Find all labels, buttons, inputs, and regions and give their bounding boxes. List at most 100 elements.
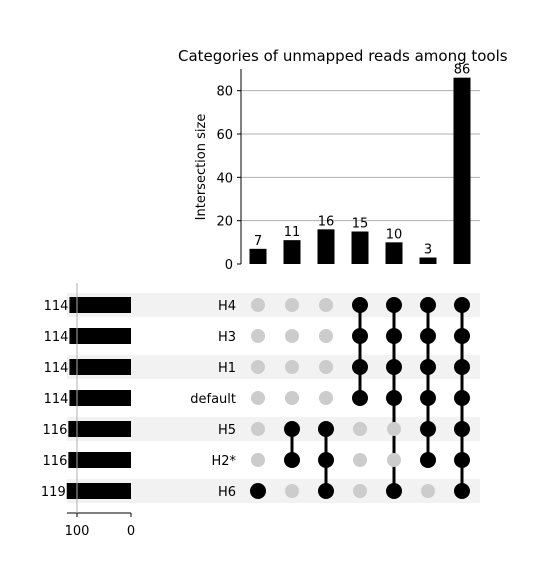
intersection-bars [249,77,471,265]
set-label: H1 [218,361,236,376]
matrix-dot-active [284,452,300,468]
intersection-bar [317,229,335,264]
set-size-bar [69,297,131,313]
matrix-dot-active [386,297,402,313]
matrix-dot-active [420,421,436,437]
set-size-tick-label: 100 [65,524,90,539]
matrix-dot-inactive [285,360,299,374]
set-size-bar [68,421,131,437]
intersection-bar [283,240,301,264]
intersection-bar [419,257,437,264]
set-size-label: 114 [44,330,69,345]
intersection-bar [351,231,369,264]
set-labels: H4 H3 H1 default H5 H2* H6 [190,299,236,500]
chart-title: Categories of unmapped reads among tools [178,47,508,65]
matrix-dot-inactive [251,298,265,312]
matrix-dot-active [386,390,402,406]
set-size-label: 114 [44,392,69,407]
matrix-dot-inactive [251,360,265,374]
set-size-bars: 114 114 114 114 116 116 119 [41,297,131,500]
matrix-dot-inactive [251,329,265,343]
matrix-dot-active [352,359,368,375]
set-size-bar [66,483,131,499]
set-size-bar [69,390,131,406]
set-label: H4 [218,299,236,314]
matrix-dot-active [386,483,402,499]
matrix-dot-active [420,328,436,344]
matrix-dot-inactive [285,391,299,405]
matrix-dot-active [454,359,470,375]
matrix-dot-inactive [387,422,401,436]
intersection-value-label: 7 [254,234,262,249]
y-tick-label: 40 [216,171,233,186]
y-tick-label: 60 [216,128,233,143]
intersection-bar [453,77,471,265]
matrix-dot-active [386,328,402,344]
matrix-dot-active [284,421,300,437]
set-label: default [190,392,236,407]
set-size-axis: 100 0 [65,283,135,539]
matrix-dot-active [454,483,470,499]
row-shading [67,293,480,503]
set-label: H3 [218,330,236,345]
matrix-dot-active [454,390,470,406]
intersection-value-label: 86 [454,63,471,78]
matrix-dot-active [420,390,436,406]
intersection-bar [249,248,267,264]
matrix-dot-active [454,297,470,313]
matrix-dot-active [318,421,334,437]
matrix-dot-inactive [421,484,435,498]
matrix-dot-active [386,359,402,375]
matrix-dot-inactive [251,453,265,467]
set-label: H5 [218,423,236,438]
set-size-bar [69,359,131,375]
set-label: H6 [218,485,236,500]
matrix-dot-active [352,297,368,313]
intersection-bar-labels: 7 11 16 15 10 3 86 [254,63,470,258]
set-size-label: 119 [41,485,66,500]
intersection-value-label: 10 [386,227,403,242]
matrix-dot-active [420,297,436,313]
intersection-value-label: 16 [318,214,335,229]
matrix-dot-active [318,452,334,468]
row-shade [67,479,480,503]
matrix-dot-inactive [285,329,299,343]
y-tick-label: 20 [216,215,233,230]
matrix-dot-inactive [319,329,333,343]
matrix-dot-inactive [387,453,401,467]
row-shade [67,417,480,441]
set-size-label: 116 [43,454,68,469]
matrix-dot-inactive [251,422,265,436]
intersection-matrix [250,297,470,499]
intersection-value-label: 3 [424,243,432,258]
matrix-dot-inactive [251,391,265,405]
set-size-label: 114 [44,299,69,314]
matrix-dot-active [352,390,368,406]
matrix-dot-inactive [285,484,299,498]
set-size-label: 116 [43,423,68,438]
matrix-dot-active [318,483,334,499]
y-axis-label: Intersection size [194,114,209,221]
intersection-value-label: 11 [284,225,301,240]
set-label: H2* [211,454,236,469]
row-shade [67,355,480,379]
matrix-dot-active [454,421,470,437]
matrix-dot-active [420,359,436,375]
matrix-dot-active [454,328,470,344]
matrix-dot-inactive [353,453,367,467]
matrix-dot-active [250,483,266,499]
matrix-dot-inactive [319,391,333,405]
intersection-bar [385,242,403,264]
gridlines [241,90,480,222]
y-tick-label: 80 [216,85,233,100]
matrix-dot-inactive [319,298,333,312]
matrix-dot-inactive [319,360,333,374]
set-size-bar [68,452,131,468]
set-size-bar [69,328,131,344]
matrix-dot-active [420,452,436,468]
matrix-dot-inactive [353,484,367,498]
intersection-y-axis: 0 20 40 60 80 [216,69,242,273]
matrix-dot-inactive [353,422,367,436]
set-size-label: 114 [44,361,69,376]
